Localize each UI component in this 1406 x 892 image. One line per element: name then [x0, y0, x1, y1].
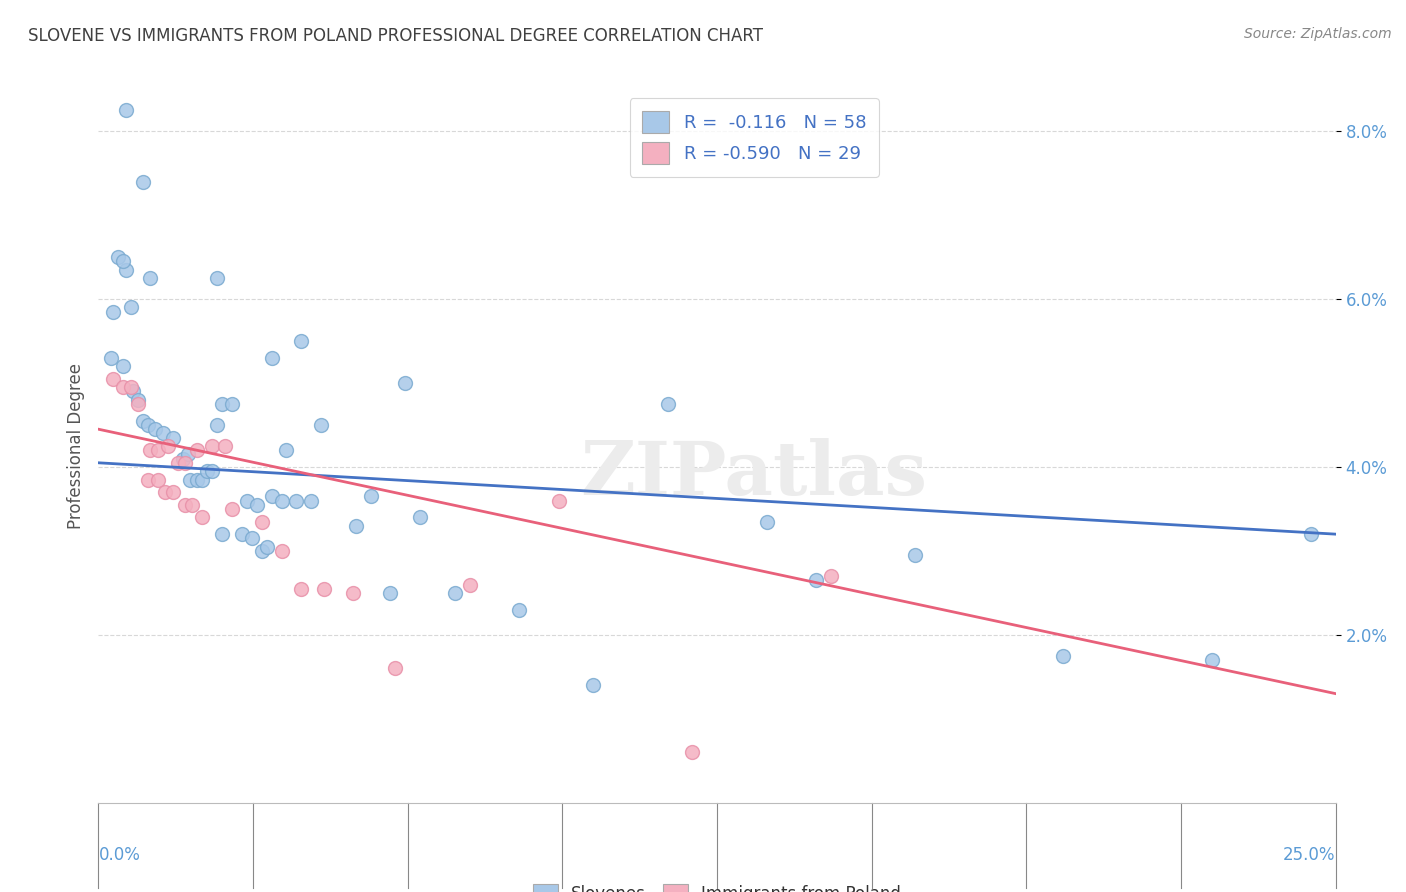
Point [409, 510, 432, 524]
Point [195, 464, 218, 478]
Point [214, 439, 236, 453]
Point [260, 351, 283, 365]
Point [256, 540, 278, 554]
Point [100, 351, 122, 365]
Point [1052, 648, 1074, 663]
Y-axis label: Professional Degree: Professional Degree [66, 363, 84, 529]
Point [904, 548, 927, 562]
Legend: Slovenes, Immigrants from Poland: Slovenes, Immigrants from Poland [524, 875, 910, 892]
Point [136, 417, 159, 432]
Point [143, 422, 166, 436]
Point [179, 473, 201, 487]
Point [384, 661, 406, 675]
Point [547, 493, 569, 508]
Point [250, 515, 273, 529]
Point [201, 464, 224, 478]
Point [120, 301, 142, 315]
Point [290, 582, 312, 596]
Point [458, 577, 481, 591]
Point [122, 384, 145, 399]
Point [103, 372, 125, 386]
Point [657, 397, 679, 411]
Point [312, 582, 335, 596]
Point [166, 456, 188, 470]
Point [186, 473, 208, 487]
Point [755, 515, 778, 529]
Point [804, 574, 827, 588]
Point [1201, 653, 1223, 667]
Point [174, 456, 197, 470]
Point [127, 392, 149, 407]
Point [285, 493, 308, 508]
Point [112, 359, 135, 374]
Point [156, 439, 179, 453]
Point [162, 485, 184, 500]
Point [146, 443, 169, 458]
Point [290, 334, 312, 348]
Point [240, 532, 263, 546]
Point [299, 493, 322, 508]
Point [136, 473, 159, 487]
Point [221, 502, 243, 516]
Point [582, 678, 605, 692]
Point [221, 397, 243, 411]
Point [260, 489, 283, 503]
Point [380, 586, 402, 600]
Point [342, 586, 364, 600]
Point [1299, 527, 1322, 541]
Point [132, 175, 155, 189]
Point [231, 527, 253, 541]
Point [103, 304, 125, 318]
Point [191, 473, 214, 487]
Point [174, 498, 197, 512]
Point [112, 380, 135, 394]
Point [394, 376, 416, 390]
Point [114, 262, 136, 277]
Point [181, 498, 204, 512]
Point [127, 397, 149, 411]
Point [186, 443, 208, 458]
Point [443, 586, 465, 600]
Point [681, 746, 703, 760]
Point [146, 473, 169, 487]
Point [162, 431, 184, 445]
Point [132, 414, 155, 428]
Point [246, 498, 269, 512]
Point [155, 485, 177, 500]
Point [270, 544, 292, 558]
Point [820, 569, 842, 583]
Point [508, 603, 530, 617]
Text: Source: ZipAtlas.com: Source: ZipAtlas.com [1244, 27, 1392, 41]
Point [309, 417, 332, 432]
Point [112, 254, 135, 268]
Point [139, 271, 162, 285]
Text: 0.0%: 0.0% [98, 846, 141, 863]
Point [176, 447, 198, 461]
Point [205, 271, 228, 285]
Text: ZIPatlas: ZIPatlas [581, 438, 928, 511]
Point [114, 103, 136, 118]
Text: SLOVENE VS IMMIGRANTS FROM POLAND PROFESSIONAL DEGREE CORRELATION CHART: SLOVENE VS IMMIGRANTS FROM POLAND PROFES… [28, 27, 763, 45]
Point [191, 510, 214, 524]
Point [236, 493, 259, 508]
Point [172, 451, 194, 466]
Point [211, 527, 233, 541]
Point [139, 443, 162, 458]
Point [120, 380, 142, 394]
Text: 25.0%: 25.0% [1284, 846, 1336, 863]
Point [205, 417, 228, 432]
Point [276, 443, 298, 458]
Point [344, 518, 367, 533]
Point [250, 544, 273, 558]
Point [270, 493, 292, 508]
Point [201, 439, 224, 453]
Point [152, 426, 174, 441]
Point [211, 397, 233, 411]
Point [360, 489, 382, 503]
Point [107, 250, 129, 264]
